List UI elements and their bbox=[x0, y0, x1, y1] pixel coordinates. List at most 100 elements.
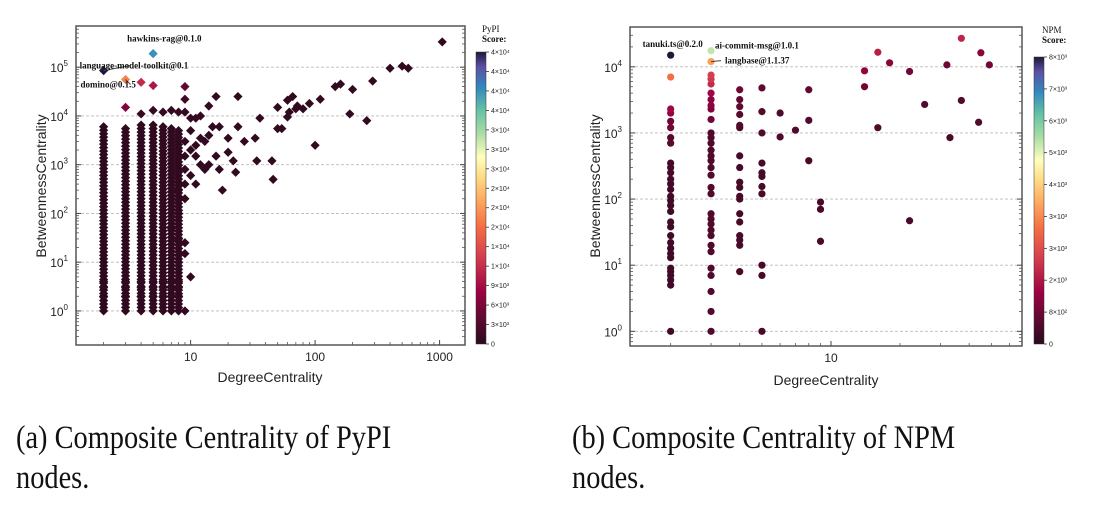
scatter-point bbox=[758, 108, 766, 116]
scatter-point bbox=[239, 136, 249, 147]
scatter-point bbox=[99, 276, 109, 287]
scatter-point bbox=[148, 283, 158, 293]
colorbar: PyPI Score: 4×10⁴ 4×10⁴ 4×10⁴ 4×10⁴ 3×10⁴ 3×1… bbox=[475, 24, 510, 349]
scatter-point bbox=[214, 122, 224, 132]
scatter-point bbox=[776, 109, 784, 117]
scatter-point bbox=[667, 207, 675, 216]
scatter-point bbox=[347, 84, 358, 95]
colorbar-title-line1: NPM bbox=[1042, 25, 1062, 35]
scatter-point bbox=[228, 156, 238, 166]
scatter-point bbox=[667, 249, 675, 258]
colorbar-tick-label: 1×10⁴ bbox=[491, 244, 510, 251]
scatter-point bbox=[736, 218, 744, 226]
plot-frame bbox=[75, 25, 466, 346]
colorbar-tick-label: 3×10³ bbox=[1049, 246, 1068, 253]
scatter-point bbox=[186, 113, 196, 123]
scatter-point bbox=[233, 122, 243, 132]
x-axis-title: DegreeCentrality bbox=[773, 372, 878, 388]
scatter-point bbox=[180, 238, 190, 248]
scatter-point bbox=[231, 167, 241, 177]
scatter-point bbox=[211, 91, 221, 102]
scatter-point bbox=[148, 80, 158, 91]
colorbar-gradient bbox=[1033, 56, 1045, 345]
scatter-point bbox=[273, 123, 283, 134]
scatter-point bbox=[736, 110, 744, 119]
x-tick-label: 1000 bbox=[426, 350, 453, 364]
scatter-point bbox=[667, 281, 675, 289]
scatter-point bbox=[667, 159, 675, 167]
colorbar-tick-label: 1×10⁴ bbox=[491, 264, 510, 271]
scatter-point bbox=[99, 283, 109, 293]
scatter-point bbox=[667, 175, 675, 183]
scatter-point bbox=[707, 220, 715, 228]
colorbar-tick-label: 2×10⁴ bbox=[491, 186, 510, 193]
scatter-point bbox=[667, 105, 675, 113]
scatter-point bbox=[136, 291, 146, 301]
scatter-point bbox=[273, 102, 283, 112]
scatter-point bbox=[385, 63, 395, 73]
scatter-point bbox=[758, 84, 766, 92]
scatter-point bbox=[860, 83, 869, 91]
annotation-leader-line bbox=[710, 60, 722, 63]
scatter-point bbox=[707, 139, 715, 147]
scatter-point bbox=[120, 291, 131, 301]
scatter-point bbox=[667, 169, 675, 177]
axis-ticks: 100 101 102 103 104 105 10 100 1000 bbox=[50, 25, 465, 364]
scatter-point bbox=[977, 49, 985, 57]
scatter-point bbox=[758, 327, 766, 335]
scatter-point bbox=[158, 291, 168, 301]
scatter-point bbox=[180, 164, 190, 175]
scatter-point bbox=[921, 100, 929, 109]
scatter-point bbox=[707, 271, 715, 280]
x-tick-label: 10 bbox=[184, 350, 198, 364]
scatter-point bbox=[816, 198, 825, 206]
scatter-point bbox=[707, 146, 715, 154]
scatter-point bbox=[736, 163, 744, 172]
scatter-point bbox=[158, 276, 168, 287]
caption-a-line2: nodes. bbox=[16, 460, 90, 496]
scatter-point bbox=[707, 95, 715, 104]
scatter-point bbox=[667, 218, 675, 226]
scatter-point bbox=[233, 91, 243, 102]
scatter-point bbox=[885, 59, 894, 67]
annotation-leader-line bbox=[125, 79, 131, 85]
colorbar-tick-label: 4×10³ bbox=[1049, 182, 1068, 189]
scatter-point bbox=[758, 261, 766, 269]
scatter-point bbox=[173, 276, 184, 287]
scatter-point bbox=[736, 241, 744, 249]
scatter-point bbox=[776, 133, 784, 141]
y-tick-label: 105 bbox=[50, 59, 68, 75]
scatter-point bbox=[707, 71, 715, 79]
scatter-point bbox=[805, 157, 813, 165]
scatter-point bbox=[707, 190, 715, 198]
scatter-point bbox=[252, 156, 262, 166]
scatter-point bbox=[191, 113, 201, 123]
annotation-label: langbase@1.1.37 bbox=[725, 56, 790, 66]
caption-b-line1: (b) Composite Centrality of NPM bbox=[572, 420, 956, 456]
scatter-point bbox=[195, 133, 206, 143]
scatter-point bbox=[310, 140, 320, 150]
scatter-point bbox=[148, 291, 158, 301]
colorbar: NPM Score: 8×10³ 7×10³ 6×10³ 5×10³ 4×10³ 3×10… bbox=[1033, 25, 1068, 349]
annotation-label: hawkins-rag@0.1.0 bbox=[127, 34, 202, 44]
scatter-point bbox=[758, 169, 766, 177]
colorbar-tick-label: 4×10⁴ bbox=[491, 50, 510, 57]
scatter-point bbox=[173, 107, 184, 117]
scatter-point bbox=[736, 183, 744, 192]
scatter-point bbox=[905, 67, 914, 76]
scatter-point bbox=[304, 98, 315, 109]
scatter-point bbox=[736, 121, 744, 130]
annotation-label: domino@0.1.5 bbox=[81, 79, 137, 89]
scatter-point bbox=[186, 126, 196, 136]
colorbar-tick-label: 7×10³ bbox=[1049, 86, 1068, 93]
scatter-point bbox=[667, 134, 675, 142]
scatter-point bbox=[707, 232, 715, 240]
scatter-point bbox=[180, 306, 190, 316]
scatter-point bbox=[736, 268, 744, 276]
scatter-point bbox=[667, 124, 675, 132]
scatter-point bbox=[368, 76, 378, 86]
colorbar-tick-label: 3×10⁴ bbox=[491, 147, 510, 154]
annotations: tanuki.ts@0.2.0 ai-commit-msg@1.0.1 langba… bbox=[643, 39, 800, 65]
scatter-point bbox=[667, 185, 675, 194]
y-tick-label: 104 bbox=[604, 59, 622, 75]
